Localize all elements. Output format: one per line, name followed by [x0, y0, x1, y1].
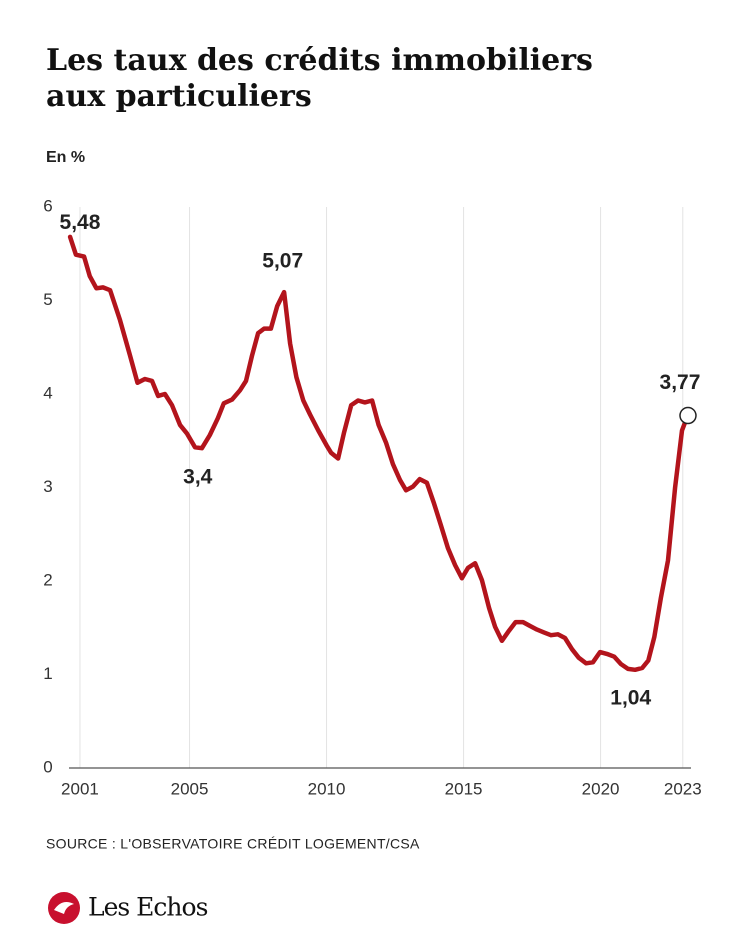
y-tick-label: 1: [43, 664, 52, 683]
x-tick-label: 2020: [582, 779, 620, 798]
logo-icon: [48, 892, 80, 924]
y-tick-label: 0: [43, 757, 52, 776]
y-tick-label: 2: [43, 570, 52, 589]
annotation: 3,77: [660, 371, 701, 394]
end-marker: [679, 406, 697, 425]
y-tick-label: 6: [43, 196, 52, 215]
source: SOURCE : L'OBSERVATOIRE CRÉDIT LOGEMENT/…: [46, 836, 420, 852]
x-tick-label: 2015: [445, 779, 483, 798]
line: [67, 234, 691, 673]
unit-label: En %: [46, 149, 85, 166]
y-tick-label: 3: [43, 477, 52, 496]
x-tick-label: 2005: [171, 779, 209, 798]
chart-title: Les taux des crédits immobiliers: [46, 43, 593, 78]
annotation: 3,4: [183, 466, 213, 489]
x-tick-label: 2001: [61, 779, 99, 798]
annotation: 5,07: [262, 250, 303, 273]
x-tick-label: 2023: [664, 779, 702, 798]
annotation: 1,04: [610, 686, 651, 709]
y-tick-label: 4: [43, 383, 52, 402]
brand: Les Echos: [88, 893, 208, 922]
annotation: 5,48: [60, 211, 101, 234]
y-tick-label: 5: [43, 290, 52, 309]
chart-title: aux particuliers: [46, 79, 312, 114]
x-tick-label: 2010: [308, 779, 346, 798]
